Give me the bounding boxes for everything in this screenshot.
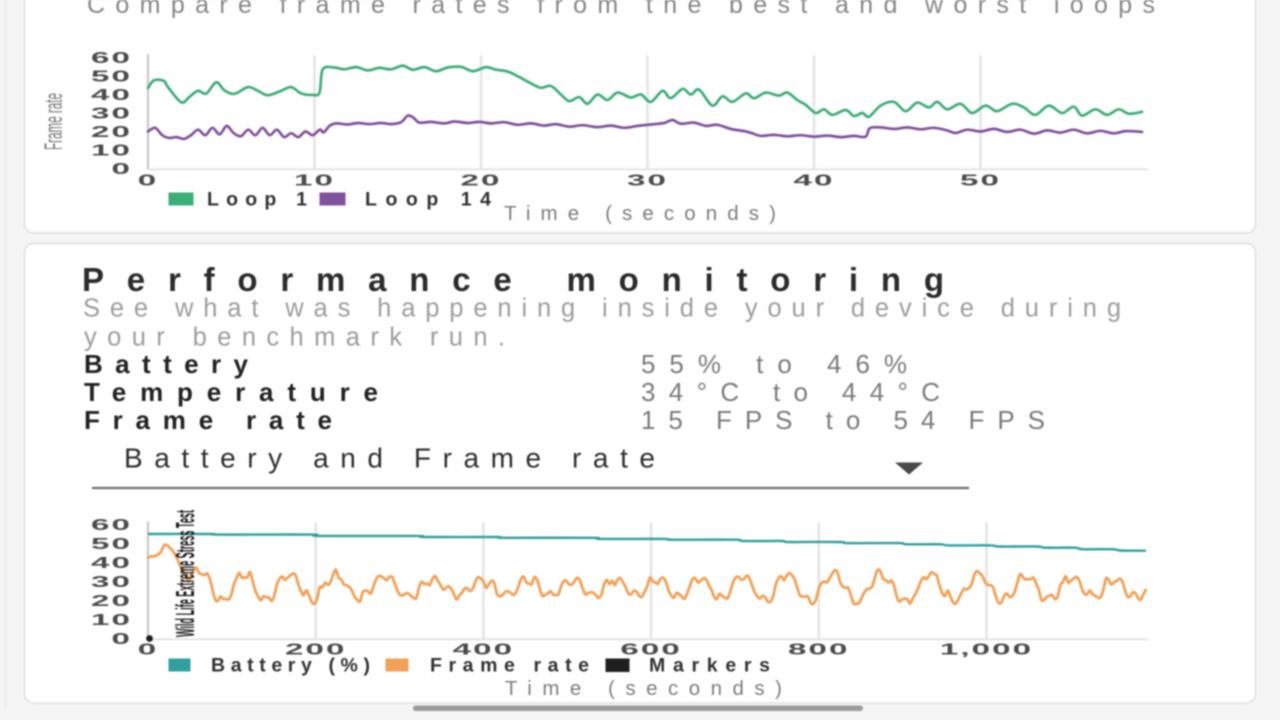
svg-text:Battery (%): Battery (%): [211, 655, 370, 677]
svg-text:40: 40: [91, 87, 132, 104]
svg-text:0: 0: [138, 641, 159, 658]
svg-text:Wild Life Extreme Stress Test: Wild Life Extreme Stress Test: [170, 510, 200, 637]
svg-text:50: 50: [91, 536, 132, 553]
svg-text:30: 30: [91, 105, 132, 122]
svg-text:60: 60: [91, 517, 132, 534]
svg-text:0: 0: [111, 631, 132, 648]
svg-text:40: 40: [793, 172, 834, 189]
svg-text:20: 20: [91, 124, 132, 141]
svg-text:50: 50: [91, 68, 132, 85]
svg-text:30: 30: [91, 574, 132, 591]
svg-text:50: 50: [960, 172, 1001, 189]
svg-text:1,000: 1,000: [940, 641, 1033, 658]
svg-text:Frame rate: Frame rate: [430, 655, 589, 677]
svg-text:800: 800: [788, 641, 850, 658]
svg-text:20: 20: [91, 593, 132, 610]
svg-text:30: 30: [627, 172, 668, 189]
svg-text:0: 0: [138, 172, 159, 189]
svg-text:200: 200: [285, 641, 347, 658]
svg-text:Frame rate: Frame rate: [40, 93, 68, 150]
svg-text:600: 600: [620, 641, 682, 658]
svg-text:60: 60: [91, 50, 132, 67]
svg-text:0: 0: [111, 161, 132, 178]
svg-text:10: 10: [91, 142, 132, 159]
svg-text:400: 400: [453, 641, 515, 658]
svg-text:20: 20: [460, 172, 501, 189]
svg-text:10: 10: [294, 172, 335, 189]
svg-text:See what was happening inside: See what was happening inside your devic…: [83, 295, 1121, 323]
svg-text:40: 40: [91, 555, 132, 572]
svg-text:10: 10: [91, 612, 132, 629]
